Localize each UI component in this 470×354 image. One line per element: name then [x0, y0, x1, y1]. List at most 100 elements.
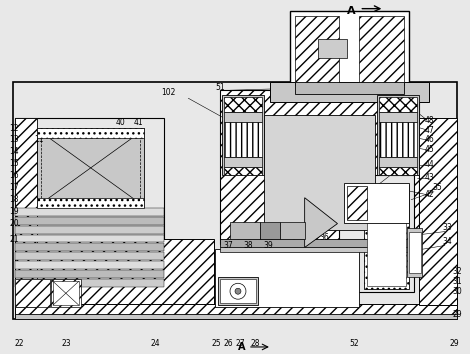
Bar — [41, 132, 141, 204]
Text: 52: 52 — [350, 339, 359, 348]
Bar — [280, 222, 305, 240]
Text: 33: 33 — [442, 223, 452, 232]
Bar — [15, 261, 164, 269]
Bar — [53, 281, 79, 305]
Bar — [15, 225, 164, 234]
Text: 19: 19 — [9, 207, 19, 216]
Bar — [37, 128, 144, 138]
Text: 11: 11 — [34, 136, 44, 144]
Text: 26: 26 — [223, 339, 233, 348]
Bar — [224, 97, 262, 112]
Bar — [15, 314, 457, 319]
Circle shape — [235, 288, 241, 294]
Bar — [37, 128, 144, 208]
Bar — [419, 118, 457, 305]
Bar — [368, 188, 406, 286]
Text: 36: 36 — [320, 233, 329, 242]
Text: 32: 32 — [452, 267, 462, 276]
Text: 18: 18 — [9, 195, 19, 204]
Text: 47: 47 — [424, 126, 434, 135]
Bar — [15, 240, 214, 309]
Text: 43: 43 — [424, 173, 434, 182]
Bar — [15, 118, 164, 307]
Bar — [13, 82, 457, 319]
Text: 46: 46 — [424, 136, 434, 144]
Bar — [15, 252, 164, 261]
Bar — [224, 122, 262, 157]
Text: 38: 38 — [243, 241, 253, 250]
Bar — [295, 82, 404, 94]
Bar — [218, 277, 258, 305]
Bar — [224, 112, 262, 122]
Circle shape — [230, 283, 246, 299]
Text: 21: 21 — [9, 235, 19, 244]
Text: 29: 29 — [452, 310, 462, 319]
Bar — [220, 279, 256, 303]
Bar — [15, 279, 164, 287]
Bar — [15, 270, 164, 278]
Text: 24: 24 — [150, 339, 160, 348]
Bar — [222, 95, 264, 175]
Bar — [270, 82, 429, 102]
Bar — [379, 112, 417, 122]
Text: 42: 42 — [424, 190, 434, 199]
Text: 50: 50 — [305, 64, 314, 73]
Text: 20: 20 — [9, 219, 19, 228]
Text: 35: 35 — [432, 183, 442, 192]
Bar — [290, 11, 409, 90]
Bar — [15, 217, 164, 224]
Text: 15: 15 — [9, 159, 19, 169]
Text: 31: 31 — [452, 277, 462, 286]
Text: 16: 16 — [9, 171, 19, 180]
Bar — [15, 118, 37, 307]
Text: 102: 102 — [161, 88, 175, 97]
Bar — [220, 240, 419, 247]
Bar — [15, 304, 457, 318]
Bar — [295, 16, 339, 85]
Bar — [360, 16, 404, 85]
Bar — [15, 279, 50, 307]
Bar — [15, 234, 164, 242]
Text: 49: 49 — [325, 74, 334, 83]
Bar — [379, 122, 417, 157]
Polygon shape — [305, 198, 337, 247]
Bar — [264, 115, 376, 229]
Text: 34: 34 — [442, 237, 452, 246]
Bar — [379, 97, 417, 112]
Bar — [215, 250, 360, 307]
Bar — [379, 167, 417, 175]
Text: 17: 17 — [9, 183, 19, 192]
Text: 40: 40 — [116, 118, 125, 127]
Bar — [377, 95, 419, 175]
Text: 45: 45 — [424, 145, 434, 154]
Text: 39: 39 — [263, 241, 273, 250]
Text: 29: 29 — [449, 339, 459, 348]
Bar — [15, 244, 164, 251]
Bar — [230, 222, 260, 240]
Bar — [224, 157, 262, 167]
Bar — [379, 157, 417, 167]
Text: 48: 48 — [424, 116, 434, 125]
Bar — [407, 228, 422, 277]
Bar — [220, 247, 419, 252]
Text: 51: 51 — [215, 83, 225, 92]
Bar — [347, 186, 368, 219]
Text: 28: 28 — [250, 339, 259, 348]
Text: 12: 12 — [9, 124, 19, 132]
Bar — [260, 222, 280, 240]
Bar — [364, 185, 409, 289]
Bar — [15, 208, 164, 216]
Text: 41: 41 — [133, 118, 143, 127]
Bar — [37, 198, 144, 208]
Bar — [339, 175, 414, 292]
Text: A: A — [347, 6, 356, 16]
Text: 44: 44 — [424, 160, 434, 169]
Bar — [224, 167, 262, 175]
Text: 23: 23 — [61, 339, 70, 348]
Text: 14: 14 — [9, 147, 19, 156]
Polygon shape — [51, 279, 81, 307]
Text: A: A — [238, 342, 246, 352]
Bar — [220, 90, 419, 245]
Text: 30: 30 — [452, 287, 462, 296]
Bar — [318, 39, 347, 58]
